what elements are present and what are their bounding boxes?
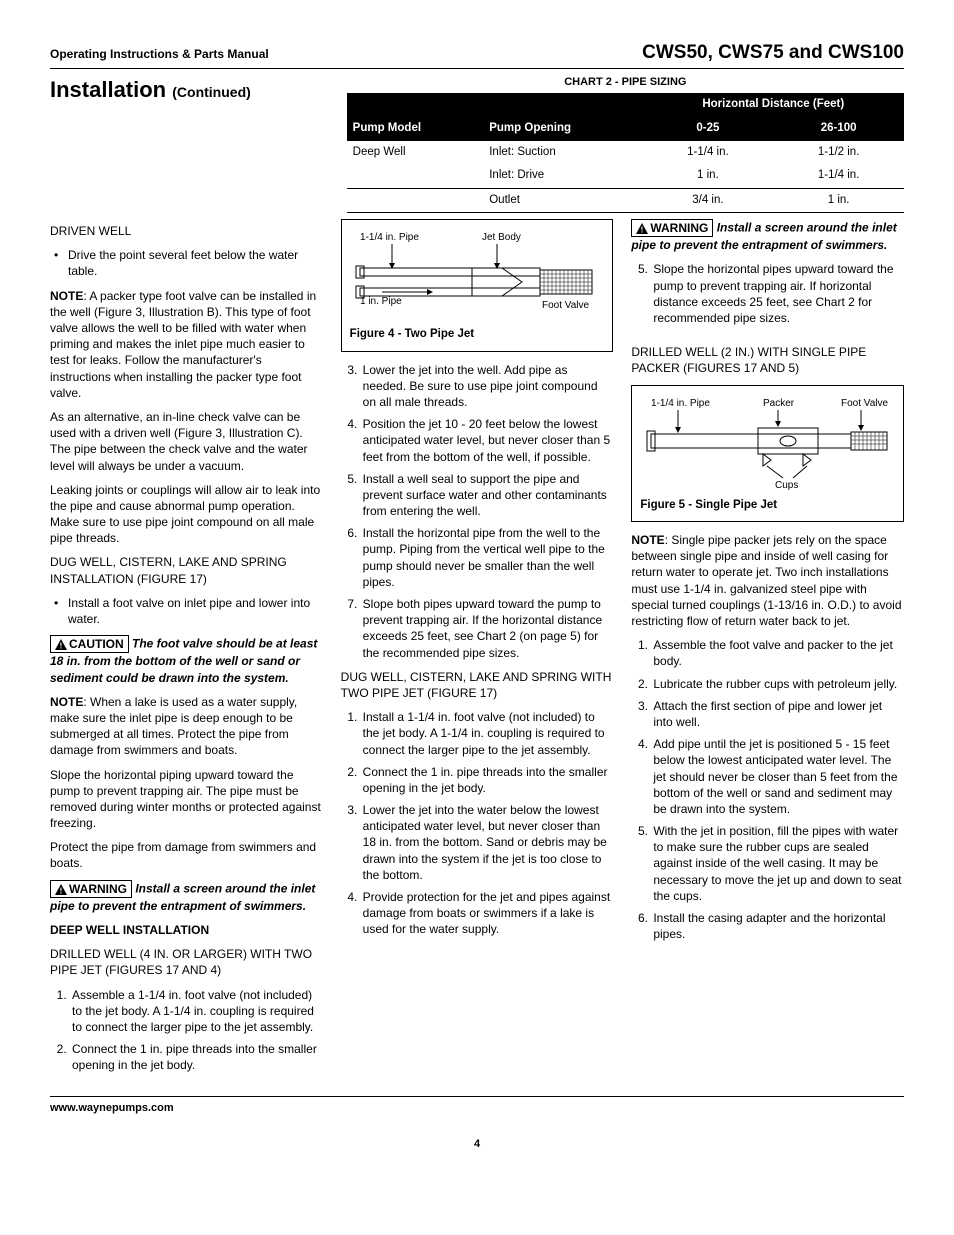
page-number: 4 bbox=[50, 1137, 904, 1152]
list-item: Slope the horizontal pipes upward toward… bbox=[651, 261, 904, 326]
deep-well-head: DEEP WELL INSTALLATION bbox=[50, 922, 323, 938]
list-item: Lower the jet into the water below the l… bbox=[361, 802, 614, 883]
caution-box: !CAUTION bbox=[50, 635, 129, 653]
chart-2: CHART 2 - PIPE SIZING Pump Model Pump Op… bbox=[347, 75, 904, 213]
list-item: Install a 1-1/4 in. foot valve (not incl… bbox=[361, 709, 614, 758]
svg-text:Foot Valve: Foot Valve bbox=[841, 398, 888, 409]
list-item: Connect the 1 in. pipe threads into the … bbox=[361, 764, 614, 796]
note-3: NOTE: Single pipe packer jets rely on th… bbox=[631, 532, 904, 629]
dug2-head: DUG WELL, CISTERN, LAKE AND SPRING WITH … bbox=[341, 669, 614, 701]
protect-para: Protect the pipe from damage from swimme… bbox=[50, 839, 323, 871]
svg-text:Foot Valve: Foot Valve bbox=[542, 300, 589, 311]
warning-triangle-icon: ! bbox=[55, 639, 67, 650]
list-item: With the jet in position, fill the pipes… bbox=[651, 823, 904, 904]
list-item: Assemble a 1-1/4 in. foot valve (not inc… bbox=[70, 987, 323, 1036]
warning-triangle-icon: ! bbox=[55, 884, 67, 895]
page-title: Installation (Continued) bbox=[50, 75, 329, 105]
column-2: 1-1/4 in. Pipe Jet Body bbox=[341, 219, 614, 1081]
cell bbox=[347, 164, 484, 188]
th-0-25: 0-25 bbox=[643, 117, 774, 141]
list-item: Lubricate the rubber cups with petroleum… bbox=[651, 676, 904, 692]
list-item: Install the casing adapter and the horiz… bbox=[651, 910, 904, 942]
svg-text:Packer: Packer bbox=[763, 398, 795, 409]
note-lead: NOTE bbox=[631, 533, 664, 547]
svg-text:1-1/4 in. Pipe: 1-1/4 in. Pipe bbox=[651, 398, 710, 409]
note-body: : A packer type foot valve can be instal… bbox=[50, 289, 316, 400]
list-item: Slope both pipes upward toward the pump … bbox=[361, 596, 614, 661]
note-body: : When a lake is used as a water supply,… bbox=[50, 695, 297, 758]
figure-5-caption: Figure 5 - Single Pipe Jet bbox=[640, 498, 895, 514]
svg-text:!: ! bbox=[641, 226, 644, 235]
cell: 1 in. bbox=[643, 164, 774, 188]
figure-4-caption: Figure 4 - Two Pipe Jet bbox=[350, 327, 605, 343]
bullet: Drive the point several feet below the w… bbox=[68, 247, 323, 279]
note-lead: NOTE bbox=[50, 695, 83, 709]
title-main: Installation bbox=[50, 77, 166, 102]
th-horiz: Horizontal Distance (Feet) bbox=[643, 93, 904, 117]
svg-text:1-1/4 in. Pipe: 1-1/4 in. Pipe bbox=[360, 232, 419, 243]
title-cont: (Continued) bbox=[172, 84, 251, 100]
cell: 1-1/4 in. bbox=[643, 141, 774, 165]
header-left: Operating Instructions & Parts Manual bbox=[50, 46, 269, 62]
th-26-100: 26-100 bbox=[773, 117, 904, 141]
warning-triangle-icon: ! bbox=[636, 223, 648, 234]
cell: 1 in. bbox=[773, 188, 904, 213]
alt-para: As an alternative, an in-line check valv… bbox=[50, 409, 323, 474]
cell: Outlet bbox=[483, 188, 642, 213]
cell: 3/4 in. bbox=[643, 188, 774, 213]
header-right: CWS50, CWS75 and CWS100 bbox=[642, 40, 904, 66]
list-item: Install the horizontal pipe from the wel… bbox=[361, 525, 614, 590]
list-item: Connect the 1 in. pipe threads into the … bbox=[70, 1041, 323, 1073]
svg-text:1 in. Pipe: 1 in. Pipe bbox=[360, 296, 402, 307]
warning-callout-1: !WARNING Install a screen around the inl… bbox=[50, 880, 323, 914]
single-pipe-jet-diagram: 1-1/4 in. Pipe Packer Foot Valve bbox=[643, 394, 893, 494]
warning-box: !WARNING bbox=[50, 880, 132, 898]
cell bbox=[347, 188, 484, 213]
th-pump-model: Pump Model bbox=[347, 93, 484, 140]
column-3: !WARNING Install a screen around the inl… bbox=[631, 219, 904, 1081]
cell: 1-1/4 in. bbox=[773, 164, 904, 188]
cell: Inlet: Drive bbox=[483, 164, 642, 188]
drilled-head: DRILLED WELL (4 IN. OR LARGER) WITH TWO … bbox=[50, 946, 323, 978]
th-pump-opening: Pump Opening bbox=[483, 93, 642, 140]
caution-callout: !CAUTION The foot valve should be at lea… bbox=[50, 635, 323, 686]
column-1: DRIVEN WELL Drive the point several feet… bbox=[50, 219, 323, 1081]
note-body: : Single pipe packer jets rely on the sp… bbox=[631, 533, 901, 628]
leak-para: Leaking joints or couplings will allow a… bbox=[50, 482, 323, 547]
pipe-sizing-table: Pump Model Pump Opening Horizontal Dista… bbox=[347, 93, 904, 213]
driven-well-head: DRIVEN WELL bbox=[50, 223, 323, 239]
list-item: Lower the jet into the well. Add pipe as… bbox=[361, 362, 614, 411]
note-lead: NOTE bbox=[50, 289, 83, 303]
svg-text:!: ! bbox=[60, 886, 63, 895]
chart-title: CHART 2 - PIPE SIZING bbox=[347, 75, 904, 90]
list-item: Install a well seal to support the pipe … bbox=[361, 471, 614, 520]
list-item: Add pipe until the jet is positioned 5 -… bbox=[651, 736, 904, 817]
list-item: Assemble the foot valve and packer to th… bbox=[651, 637, 904, 669]
bullet: Install a foot valve on inlet pipe and l… bbox=[68, 595, 323, 627]
cell: 1-1/2 in. bbox=[773, 141, 904, 165]
cell: Deep Well bbox=[347, 141, 484, 165]
warning-box: !WARNING bbox=[631, 219, 713, 237]
svg-text:Jet Body: Jet Body bbox=[482, 232, 521, 243]
list-item: Position the jet 10 - 20 feet below the … bbox=[361, 416, 614, 465]
figure-5: 1-1/4 in. Pipe Packer Foot Valve bbox=[631, 385, 904, 523]
slope-para: Slope the horizontal piping upward towar… bbox=[50, 767, 323, 832]
footer-url: www.waynepumps.com bbox=[50, 1096, 904, 1116]
svg-text:!: ! bbox=[60, 642, 63, 651]
drilled2-head: DRILLED WELL (2 IN.) WITH SINGLE PIPE PA… bbox=[631, 344, 904, 376]
dug-head: DUG WELL, CISTERN, LAKE AND SPRING INSTA… bbox=[50, 554, 323, 586]
list-item: Attach the first section of pipe and low… bbox=[651, 698, 904, 730]
two-pipe-jet-diagram: 1-1/4 in. Pipe Jet Body bbox=[352, 228, 602, 323]
svg-text:Cups: Cups bbox=[775, 480, 798, 491]
figure-4: 1-1/4 in. Pipe Jet Body bbox=[341, 219, 614, 352]
note-2: NOTE: When a lake is used as a water sup… bbox=[50, 694, 323, 759]
cell: Inlet: Suction bbox=[483, 141, 642, 165]
list-item: Provide protection for the jet and pipes… bbox=[361, 889, 614, 938]
header-bar: Operating Instructions & Parts Manual CW… bbox=[50, 40, 904, 69]
note-1: NOTE: A packer type foot valve can be in… bbox=[50, 288, 323, 401]
warning-callout-2: !WARNING Install a screen around the inl… bbox=[631, 219, 904, 253]
